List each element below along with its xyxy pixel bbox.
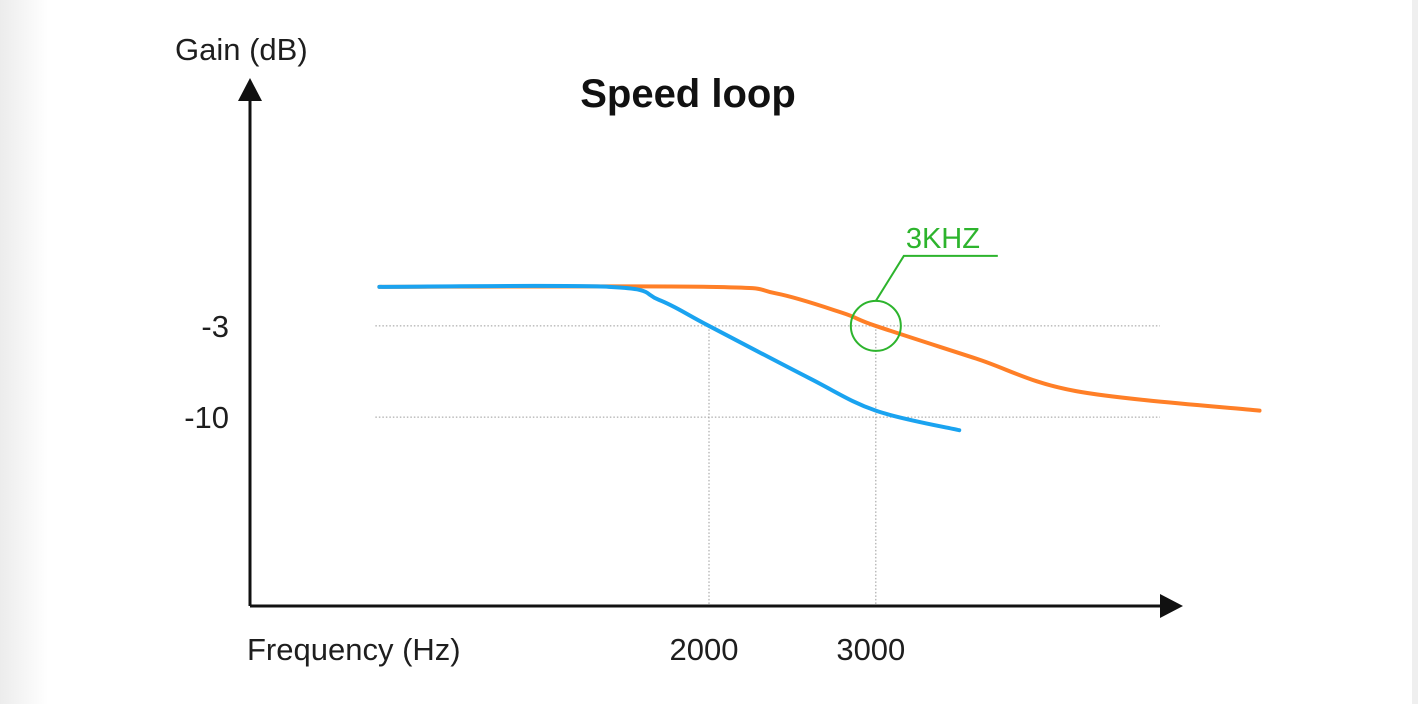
series-line-1 [377,284,1262,413]
annotation: 3KHZ [849,223,998,352]
y-ticks: -3 -10 [184,309,229,435]
x-tick-label: 2000 [670,632,739,667]
y-axis-label: Gain (dB) [175,32,308,67]
x-tick-label: 3000 [836,632,905,667]
y-tick-label: -10 [184,400,229,435]
x-axis-label: Frequency (Hz) [247,632,461,667]
annotation-label: 3KHZ [906,223,980,255]
y-tick-label: -3 [201,309,229,344]
guide-lines [375,325,1160,606]
left-edge-shade [0,0,48,704]
series-line-2 [377,283,962,433]
chart-title: Speed loop [580,72,796,116]
right-edge-shade [1412,0,1418,704]
series-lines [377,283,1262,433]
x-axis-arrow [1160,594,1183,618]
annotation-leader-line [874,254,998,302]
y-axis-arrow [238,78,262,101]
x-ticks: 2000 3000 [670,632,906,667]
